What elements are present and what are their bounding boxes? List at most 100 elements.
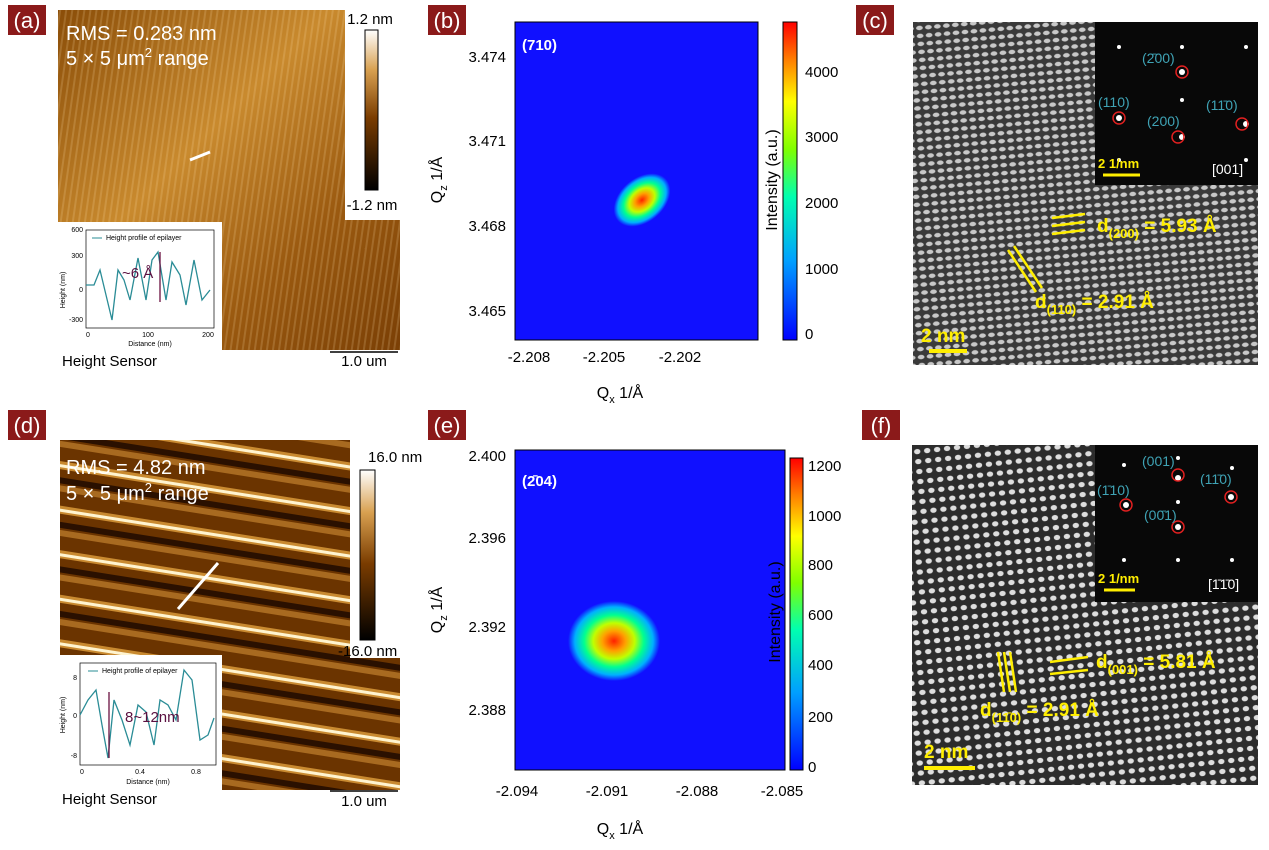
axis-text: Q (597, 385, 609, 402)
colorbar-tick: 4000 (805, 64, 838, 81)
axis-text: 1/Å (615, 383, 644, 402)
x-tick-label: -2.205 (583, 349, 626, 366)
axis-text: 1/Å (427, 156, 446, 185)
x-tick-label: -2.202 (659, 349, 702, 366)
panel-label-box (862, 410, 900, 440)
inset-ytick: 600 (71, 227, 83, 234)
inset-ytick: 0 (73, 713, 77, 720)
panel-f: (f) (001) (1̄10) (11̄0) (00̄1) 2 1/nm [1… (862, 410, 1258, 785)
panel-label-box (856, 5, 894, 35)
colorbar-tick: 1200 (808, 458, 841, 475)
x-axis-title: Qx 1/Å (597, 819, 644, 842)
panel-label: (f) (871, 413, 892, 438)
inset-ytick: 8 (73, 675, 77, 682)
x-tick-label: -2.091 (586, 783, 629, 800)
d-text: d (1096, 652, 1108, 673)
axis-text: Q (429, 191, 446, 203)
axis-text: Q (429, 621, 446, 633)
y-tick-label: 2.400 (468, 448, 506, 465)
axis-text: Q (597, 821, 609, 838)
inset-xlabel: Distance (nm) (126, 779, 170, 786)
y-axis-title: Qz 1/Å (427, 586, 450, 633)
axis-sub: z (438, 615, 450, 621)
range-text: range (152, 483, 209, 505)
spot-label: (11̄0) (1200, 471, 1232, 487)
x-tick-label: -2.094 (496, 783, 539, 800)
inset-ytick: -8 (71, 753, 77, 760)
range-text: 5 × 5 μm (66, 48, 145, 70)
inset-ytick: -300 (69, 317, 83, 324)
d-sub: (11̄0) (992, 710, 1022, 725)
axis-sub: z (438, 185, 450, 191)
panel-d: (d) 16.0 nm -16.0 nm RMS = 4.82 nm 5 × 5… (8, 410, 422, 810)
colorbar-tick: 0 (805, 326, 813, 343)
spot-label: (00̄1) (1144, 507, 1177, 523)
axis-text: 1/Å (615, 819, 644, 838)
colorbar-tick: 200 (808, 709, 833, 726)
colorbar (364, 29, 379, 191)
scan-range: 5 × 5 μm2 range (66, 45, 209, 70)
inset-xtick: 0 (86, 332, 90, 339)
inset-annotation: 8~12nm (125, 709, 180, 726)
plane-lines (1006, 212, 1086, 293)
inset-xtick: 0.4 (135, 769, 145, 776)
scale-label: 2 nm (921, 326, 965, 347)
colorbar-title: Intensity (a.u.) (767, 561, 784, 662)
panel-label: (b) (434, 8, 461, 33)
panel-c: (c) (2̄00) (110) (11̄0) (200) 2 1/nm [00… (856, 5, 1258, 365)
spot-label: (11̄0) (1206, 97, 1238, 113)
spot-label: (110) (1098, 94, 1130, 110)
caption: Height Sensor (62, 791, 157, 808)
zone-axis: [001] (1212, 161, 1243, 177)
inset-xtick: 0.8 (191, 769, 201, 776)
d-spacing: d(200) = 5.93 Å (1097, 216, 1217, 241)
axis-text: 1/Å (427, 586, 446, 615)
d-sub: (001) (1108, 662, 1138, 677)
panel-a: (a) 1.2 nm -1.2 nm RMS = 0.283 nm 5 × 5 … (8, 5, 400, 370)
scale-label: 1.0 um (341, 793, 387, 810)
d-sub: (200) (1109, 226, 1139, 241)
diffraction-inset (1095, 22, 1258, 185)
spot-rings (1112, 65, 1249, 144)
panel-label: (a) (14, 8, 41, 33)
panel-label: (d) (14, 413, 41, 438)
range-sup: 2 (145, 45, 152, 60)
scale-label: 2 nm (924, 742, 968, 763)
inset-xtick: 200 (202, 332, 214, 339)
d-spacing: d(001) = 5.81 Å (1096, 652, 1216, 677)
spot-label: (001) (1142, 453, 1175, 469)
d-spacing: d(11̄0) = 2.91 Å (980, 700, 1099, 725)
inset (58, 655, 222, 790)
profile-curve (86, 250, 211, 321)
range-text: 5 × 5 μm (66, 483, 145, 505)
colorbar-max: 16.0 nm (368, 449, 422, 466)
scan-range: 5 × 5 μm2 range (66, 480, 209, 505)
intensity-spot (613, 173, 671, 227)
inset (58, 222, 222, 350)
colorbar-min: -16.0 nm (338, 643, 397, 660)
range-sup: 2 (145, 480, 152, 495)
d-text: = 5.93 Å (1139, 216, 1217, 237)
inset-scale-label: 2 1/nm (1098, 156, 1139, 171)
panel-label-box (428, 410, 466, 440)
inset-scale-label: 2 1/nm (1098, 571, 1139, 586)
x-axis-title: Qx 1/Å (597, 383, 644, 406)
y-tick-label: 3.468 (468, 218, 506, 235)
inset-ytick: 300 (71, 253, 83, 260)
zone-axis: [1̄1̄0] (1208, 576, 1239, 592)
inset-xtick: 100 (142, 332, 154, 339)
panel-label-box (8, 410, 46, 440)
inset-annotation: ~6 Å (122, 265, 153, 282)
panel-label: (c) (862, 8, 888, 33)
d-sub: (110) (1047, 302, 1077, 317)
x-tick-label: -2.085 (761, 783, 804, 800)
d-text: d (1035, 292, 1047, 313)
panel-b: (b) (710) -2.208 -2.205 -2.202 3.474 3.4… (427, 5, 838, 406)
colorbar-tick: 3000 (805, 129, 838, 146)
panel-label-box (8, 5, 46, 35)
panel-label: (e) (434, 413, 461, 438)
diffraction-inset (1095, 445, 1258, 602)
inset-ytick: 0 (79, 287, 83, 294)
y-tick-label: 2.396 (468, 530, 506, 547)
